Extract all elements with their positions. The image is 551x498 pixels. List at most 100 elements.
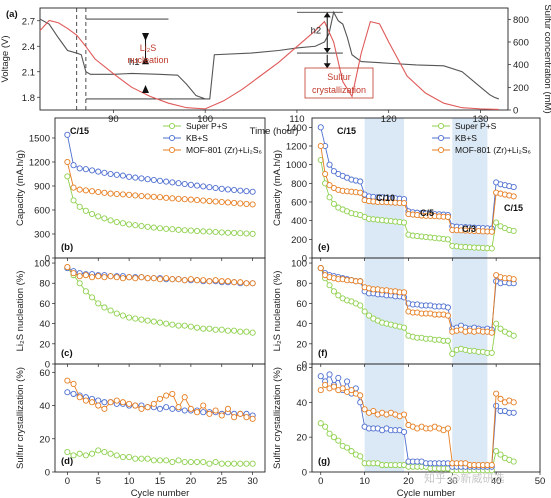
data-point-b-1 [218,185,225,192]
panel-label-c: (c) [61,348,73,359]
data-point-b-1 [89,167,96,174]
sulfur-arrowhead [323,63,331,69]
ytick-label-b: 300 [34,230,50,241]
data-point-d-2 [150,400,157,407]
data-point-g-2 [339,385,346,392]
data-point-e-0 [493,219,500,226]
ytick-label-d: 0 [45,468,50,479]
data-point-g-2 [361,406,368,413]
data-point-c-0 [218,326,225,333]
data-point-g-1 [326,371,333,378]
data-point-d-0 [212,458,219,466]
data-point-b-2 [95,188,102,196]
data-point-d-2 [169,390,176,397]
data-point-d-0 [218,460,225,467]
ytick-label-c: 60 [39,299,50,310]
data-point-d-1 [64,389,71,396]
data-point-c-2 [101,274,108,281]
data-point-e-1 [330,168,337,175]
data-point-d-2 [132,402,139,409]
data-point-f-0 [365,312,373,319]
data-point-b-2 [126,191,133,198]
data-point-b-0 [64,173,71,180]
rate-label-e-1: C/10 [376,193,395,203]
data-point-b-0 [101,215,108,222]
data-point-b-2 [200,197,207,204]
data-point-b-2 [76,186,83,193]
h2-arrowhead [323,47,331,54]
data-point-g-2 [370,407,377,415]
data-point-d-0 [82,452,89,459]
data-point-d-2 [163,392,170,399]
data-point-b-0 [156,225,164,232]
data-point-d-1 [163,404,170,411]
ytick-label-d: 20 [39,434,50,445]
data-point-d-0 [119,453,126,461]
data-point-b-2 [243,200,250,207]
data-point-d-2 [243,414,250,421]
data-point-d-1 [95,397,102,404]
ytick-label-f: 20 [296,339,307,350]
data-point-b-1 [249,188,256,195]
axis-label-y-left-a: Voltage (V) [0,36,11,83]
data-point-d-2 [249,415,256,422]
data-point-c-0 [181,322,188,329]
xtick-label-a: 90 [108,114,119,125]
ytick-label-b: 1500 [29,134,50,145]
data-point-b-1 [243,188,250,195]
data-point-b-1 [113,171,120,178]
h1-arrowhead [142,56,150,65]
data-point-d-0 [243,460,250,467]
data-point-c-2 [187,276,194,283]
data-point-d-0 [64,449,71,456]
data-point-d-2 [95,402,102,409]
shaded-region-g-1 [452,364,488,472]
data-point-c-2 [237,279,244,286]
data-point-d-2 [218,412,225,419]
axis-label-x-g: Cycle number [397,488,456,498]
data-point-d-0 [95,447,102,454]
data-point-c-0 [95,300,102,307]
data-point-c-2 [206,278,213,285]
data-point-b-1 [212,184,219,192]
ytick-label-right-a: 400 [513,60,529,71]
h2-arrowhead [323,12,331,18]
data-point-c-2 [169,276,176,283]
panel-label-e: (e) [318,242,330,253]
data-point-d-0 [113,452,120,459]
data-point-b-0 [163,225,170,232]
legend-label-b-1: KB+S [186,133,208,143]
data-point-b-1 [82,166,89,173]
panel-label-f: (f) [318,348,328,359]
data-point-d-0 [224,460,231,467]
data-point-b-0 [237,230,244,237]
legend-marker-e [437,134,445,142]
data-point-f-2 [401,289,408,296]
data-point-b-2 [64,158,71,166]
ytick-label-g: 0 [302,468,307,479]
data-point-d-2 [82,397,89,404]
data-point-b-0 [132,222,139,229]
series-line-a-0 [39,10,500,100]
data-point-b-1 [107,170,114,178]
data-point-b-0 [119,220,126,227]
axis-label-y-left-g: Sulfur crystallization (%) [272,367,283,469]
data-point-d-2 [200,402,207,409]
data-point-b-1 [64,131,71,138]
data-point-c-0 [144,317,151,324]
data-point-b-2 [169,195,176,202]
ytick-label-f: 40 [296,319,307,330]
data-point-b-2 [101,189,108,196]
axis-label-x-a: Time (hour) [250,126,299,137]
data-point-f-0 [497,325,504,332]
data-point-g-0 [348,448,355,455]
ytick-label-c: 100 [34,259,50,270]
rate-label-e-3: C/3 [462,224,476,234]
data-point-e-0 [330,200,337,207]
data-point-b-1 [237,187,244,194]
shaded-region-e-0 [364,118,405,258]
data-point-e-2 [326,182,333,189]
data-point-c-2 [175,276,182,283]
data-point-b-0 [126,221,133,228]
ytick-label-g: 20 [296,433,307,444]
